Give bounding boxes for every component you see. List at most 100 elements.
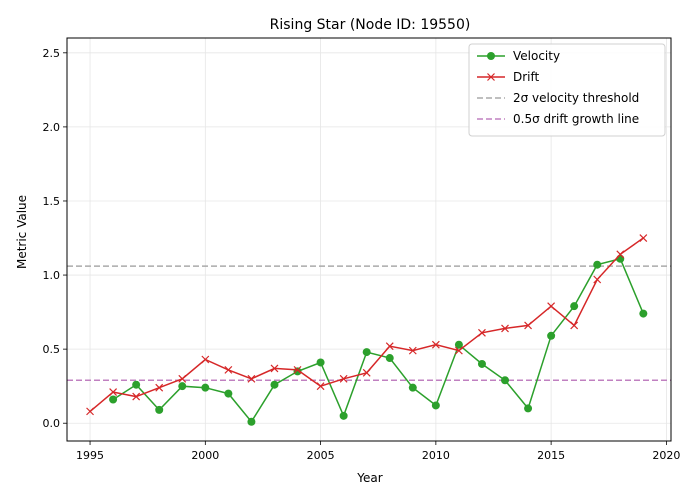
data-point-velocity xyxy=(547,331,556,340)
y-tick-label: 2.0 xyxy=(43,121,61,134)
x-marker-stroke xyxy=(270,364,279,373)
x-marker-stroke xyxy=(616,250,625,259)
data-point-drift xyxy=(570,321,579,330)
y-tick-label: 1.0 xyxy=(43,269,61,282)
x-marker-stroke xyxy=(293,365,302,374)
x-marker-stroke xyxy=(109,388,118,397)
data-point-velocity xyxy=(501,376,510,385)
data-point-drift xyxy=(293,365,302,374)
data-point-velocity xyxy=(524,404,533,413)
x-marker-stroke xyxy=(132,392,141,401)
data-point-drift xyxy=(339,374,348,383)
x-marker-stroke xyxy=(385,342,394,351)
legend-label: Velocity xyxy=(513,49,560,63)
data-point-velocity xyxy=(132,380,141,389)
x-marker-stroke xyxy=(86,407,94,416)
data-point-drift xyxy=(385,342,394,351)
data-point-velocity xyxy=(477,359,486,368)
data-point-velocity xyxy=(616,254,625,263)
data-point-drift xyxy=(316,382,325,391)
data-point-velocity xyxy=(270,380,279,389)
data-point-drift xyxy=(109,388,118,397)
data-point-drift xyxy=(547,302,556,311)
data-point-drift xyxy=(155,383,164,392)
data-point-velocity xyxy=(408,383,417,392)
legend-marker xyxy=(487,52,495,60)
y-tick-label: 2.5 xyxy=(43,47,61,60)
data-point-velocity xyxy=(593,260,602,269)
x-marker-stroke xyxy=(547,302,556,311)
x-marker-stroke xyxy=(362,368,371,377)
x-marker-stroke xyxy=(593,275,602,284)
data-point-drift xyxy=(616,250,625,259)
legend-label: 0.5σ drift growth line xyxy=(513,112,639,126)
legend-entry: 0.5σ drift growth line xyxy=(477,112,639,126)
reference-lines xyxy=(67,265,671,382)
x-marker-stroke xyxy=(155,383,164,392)
x-tick-label: 2020 xyxy=(652,449,680,462)
x-marker-stroke xyxy=(454,346,463,355)
data-point-velocity xyxy=(570,302,579,311)
data-point-velocity xyxy=(178,382,187,391)
x-marker-stroke xyxy=(478,328,486,337)
data-point-velocity xyxy=(109,395,118,404)
data-point-drift xyxy=(178,374,187,383)
legend-label: Drift xyxy=(513,70,540,84)
x-marker-stroke xyxy=(178,374,187,383)
data-point-drift xyxy=(501,324,509,333)
x-marker-stroke xyxy=(408,346,417,355)
x-marker-stroke xyxy=(224,365,233,374)
data-point-drift xyxy=(247,374,256,383)
data-point-drift xyxy=(224,365,233,374)
data-point-drift xyxy=(86,407,94,416)
data-point-velocity xyxy=(454,340,463,349)
legend-entry: Velocity xyxy=(477,49,560,63)
data-point-velocity xyxy=(201,383,210,392)
legend-entry: 2σ velocity threshold xyxy=(477,91,639,105)
x-tick-label: 2000 xyxy=(191,449,219,462)
x-marker-stroke xyxy=(501,324,509,333)
data-point-drift xyxy=(639,234,648,242)
data-point-velocity xyxy=(362,348,371,357)
data-point-velocity xyxy=(224,389,233,398)
chart-title: Rising Star (Node ID: 19550) xyxy=(270,17,471,33)
axes: 1995 2000 2005 2010 2015 2020 0.0 0.5 1.0 1.5 2.0 2… xyxy=(43,47,681,462)
x-tick-label: 2015 xyxy=(537,449,565,462)
y-axis-label: Metric Value xyxy=(15,195,29,269)
x-tick-label: 1995 xyxy=(76,449,104,462)
y-tick-label: 1.5 xyxy=(43,195,61,208)
x-marker-stroke xyxy=(639,234,648,242)
x-marker-stroke xyxy=(247,374,256,383)
x-marker-stroke xyxy=(339,374,348,383)
x-marker-stroke xyxy=(570,321,579,330)
y-tick-label: 0.5 xyxy=(43,343,61,356)
x-tick-label: 2005 xyxy=(307,449,335,462)
legend-box xyxy=(468,43,666,137)
legend-entry: Drift xyxy=(477,70,540,84)
data-point-velocity xyxy=(385,354,394,363)
data-point-velocity xyxy=(316,358,325,367)
data-point-drift xyxy=(524,321,532,330)
data-point-drift xyxy=(478,328,486,337)
data-point-drift xyxy=(132,392,141,401)
data-point-drift xyxy=(201,355,210,364)
series-layer xyxy=(86,234,648,426)
x-marker-stroke xyxy=(201,355,210,364)
legend-label: 2σ velocity threshold xyxy=(513,91,639,105)
legend-marker xyxy=(487,73,495,81)
data-point-drift xyxy=(362,368,371,377)
y-tick-label: 0.0 xyxy=(43,417,61,430)
legend: Velocity Drift 2σ velocity threshold 0.5σ d… xyxy=(468,43,666,137)
data-point-drift xyxy=(408,346,417,355)
data-point-drift xyxy=(454,346,463,355)
data-point-drift xyxy=(431,340,440,349)
plot-frame xyxy=(66,37,672,442)
x-tick-label: 2010 xyxy=(422,449,450,462)
data-point-drift xyxy=(270,364,279,373)
data-point-velocity xyxy=(339,411,348,420)
data-point-velocity xyxy=(431,401,440,410)
x-marker-stroke xyxy=(431,340,440,349)
data-point-velocity xyxy=(247,417,256,426)
